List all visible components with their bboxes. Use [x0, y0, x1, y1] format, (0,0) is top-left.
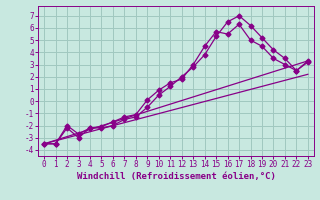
X-axis label: Windchill (Refroidissement éolien,°C): Windchill (Refroidissement éolien,°C)	[76, 172, 276, 181]
